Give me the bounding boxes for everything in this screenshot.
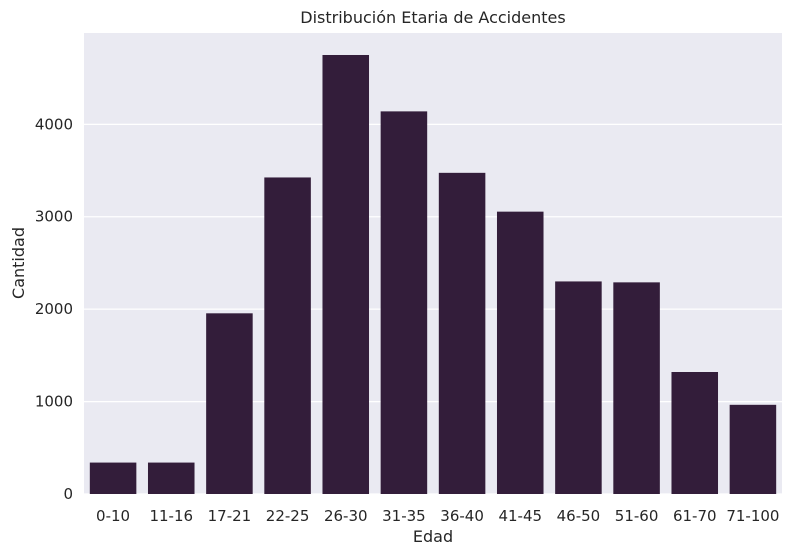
y-tick-label: 4000 xyxy=(35,115,73,133)
bar-31-35 xyxy=(380,111,428,495)
bar-36-40 xyxy=(438,172,486,494)
x-tick-label: 71-100 xyxy=(726,507,779,525)
x-tick-label: 11-16 xyxy=(149,507,193,525)
x-tick-label: 41-45 xyxy=(498,507,542,525)
y-tick-label: 0 xyxy=(63,485,73,503)
bar-61-70 xyxy=(671,372,719,494)
bar-11-16 xyxy=(147,462,195,494)
x-axis-label: Edad xyxy=(413,527,453,546)
x-tick-label: 0-10 xyxy=(96,507,130,525)
x-tick-label: 22-25 xyxy=(266,507,310,525)
bar-46-50 xyxy=(555,281,602,494)
bar-71-100 xyxy=(729,404,777,494)
x-tick-label: 36-40 xyxy=(440,507,484,525)
x-axis-ticks: 0-10 11-16 17-21 22-25 26-30 31-35 36-40 41-45 4… xyxy=(96,507,779,525)
x-tick-label: 31-35 xyxy=(382,507,426,525)
y-axis-label: Cantidad xyxy=(9,227,28,299)
y-tick-label: 2000 xyxy=(35,300,73,318)
bar-51-60 xyxy=(613,282,660,494)
gridlines xyxy=(84,123,782,495)
y-tick-label: 3000 xyxy=(35,208,73,226)
x-tick-label: 26-30 xyxy=(324,507,368,525)
chart-title: Distribución Etaria de Accidentes xyxy=(300,8,565,27)
plot-area xyxy=(84,33,782,494)
x-tick-label: 51-60 xyxy=(615,507,659,525)
bar-22-25 xyxy=(264,177,311,494)
x-tick-label: 17-21 xyxy=(208,507,252,525)
bar-26-30 xyxy=(322,54,370,494)
bar-41-45 xyxy=(496,211,544,494)
bar-0-10 xyxy=(89,462,137,494)
x-tick-label: 61-70 xyxy=(673,507,717,525)
x-tick-label: 46-50 xyxy=(557,507,601,525)
bar-17-21 xyxy=(206,313,253,494)
y-axis-ticks: 0 1000 2000 3000 4000 xyxy=(35,115,73,503)
bars xyxy=(89,54,777,495)
y-tick-label: 1000 xyxy=(35,393,73,411)
